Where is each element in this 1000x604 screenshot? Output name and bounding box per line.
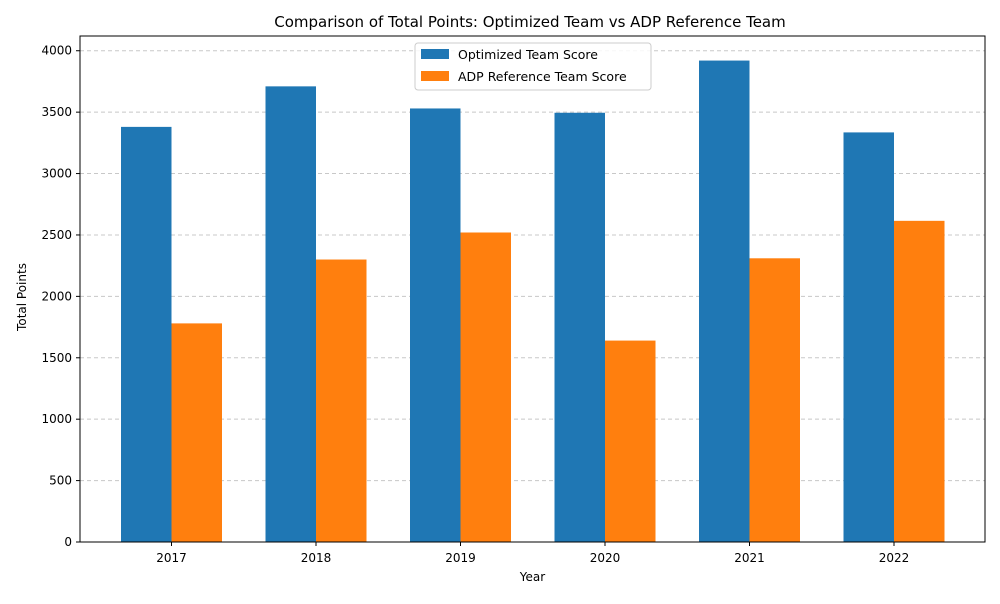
y-tick-label: 1000 <box>41 412 72 426</box>
legend: Optimized Team Score ADP Reference Team … <box>414 42 652 91</box>
x-tick-label: 2019 <box>445 551 476 565</box>
bar-adp-2021 <box>749 258 800 542</box>
bar-adp-2022 <box>894 220 945 542</box>
bar-adp-2018 <box>316 259 367 542</box>
y-tick-label: 2000 <box>41 289 72 303</box>
bar-optimized-2022 <box>843 132 894 542</box>
chart-title: Comparison of Total Points: Optimized Te… <box>274 13 785 31</box>
y-tick-label: 500 <box>49 474 72 488</box>
bar-adp-2017 <box>171 323 222 542</box>
y-axis-label: Total Points <box>15 263 29 332</box>
x-tick-label: 2018 <box>301 551 332 565</box>
y-tick-label: 2500 <box>41 228 72 242</box>
y-tick-label: 3500 <box>41 105 72 119</box>
legend-box <box>414 42 652 91</box>
x-axis-ticks: 2017 2018 2019 2020 2021 2022 <box>156 542 909 565</box>
plot-frame <box>79 35 986 543</box>
bar-optimized-2017 <box>121 126 172 543</box>
x-tick-label: 2021 <box>734 551 765 565</box>
y-tick-label: 4000 <box>41 44 72 58</box>
y-axis-ticks: 0 500 1000 1500 2000 2500 3000 3500 4000 <box>41 44 80 549</box>
bars <box>121 60 945 543</box>
legend-label-optimized: Optimized Team Score <box>458 47 598 62</box>
x-tick-label: 2020 <box>590 551 621 565</box>
y-tick-label: 0 <box>64 535 72 549</box>
legend-swatch-adp <box>421 71 449 81</box>
bar-optimized-2019 <box>410 108 461 542</box>
x-tick-label: 2017 <box>156 551 187 565</box>
bar-adp-2019 <box>460 232 511 542</box>
bar-optimized-2018 <box>265 86 316 542</box>
bar-optimized-2020 <box>554 112 605 543</box>
x-tick-label: 2022 <box>879 551 910 565</box>
legend-swatch-optimized <box>421 49 449 59</box>
bar-adp-2020 <box>605 340 656 542</box>
y-tick-label: 3000 <box>41 167 72 181</box>
bar-optimized-2021 <box>699 60 750 542</box>
x-axis-label: Year <box>519 570 545 584</box>
legend-label-adp: ADP Reference Team Score <box>458 69 627 84</box>
y-tick-label: 1500 <box>41 351 72 365</box>
